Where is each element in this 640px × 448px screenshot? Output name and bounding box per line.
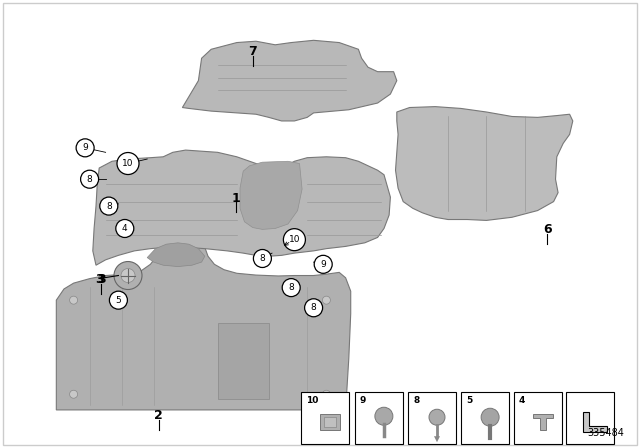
Circle shape: [100, 197, 118, 215]
Bar: [320, 414, 340, 430]
Circle shape: [70, 296, 77, 304]
Circle shape: [81, 170, 99, 188]
Text: 9: 9: [321, 260, 326, 269]
Circle shape: [117, 152, 139, 175]
Text: 8: 8: [87, 175, 92, 184]
Text: 8: 8: [260, 254, 265, 263]
Text: 3: 3: [97, 273, 106, 286]
Bar: [408, 392, 456, 444]
Text: 9: 9: [360, 396, 366, 405]
Text: 8: 8: [289, 283, 294, 292]
Circle shape: [114, 262, 142, 289]
Circle shape: [253, 250, 271, 267]
Polygon shape: [583, 412, 607, 432]
Polygon shape: [396, 107, 573, 220]
Polygon shape: [240, 161, 302, 229]
Circle shape: [282, 279, 300, 297]
Circle shape: [70, 390, 77, 398]
Bar: [324, 417, 336, 427]
Circle shape: [305, 299, 323, 317]
Text: 5: 5: [116, 296, 121, 305]
Text: 1: 1: [231, 191, 240, 205]
Circle shape: [323, 296, 330, 304]
Polygon shape: [56, 243, 351, 410]
Text: 4: 4: [122, 224, 127, 233]
Circle shape: [429, 409, 445, 425]
Polygon shape: [93, 150, 390, 265]
Bar: [461, 392, 509, 444]
Text: 3: 3: [95, 273, 104, 286]
Text: 10: 10: [289, 235, 300, 244]
Bar: [566, 392, 614, 444]
Circle shape: [284, 228, 305, 251]
Polygon shape: [532, 414, 552, 430]
Circle shape: [121, 268, 135, 283]
Circle shape: [375, 407, 393, 425]
Circle shape: [109, 291, 127, 309]
Circle shape: [76, 139, 94, 157]
Polygon shape: [434, 436, 440, 442]
Text: 10: 10: [122, 159, 134, 168]
Text: 5: 5: [466, 396, 472, 405]
Bar: [301, 392, 349, 444]
Polygon shape: [218, 323, 269, 399]
Circle shape: [481, 408, 499, 426]
Circle shape: [116, 220, 134, 237]
Bar: [355, 392, 403, 444]
Text: 6: 6: [543, 223, 552, 237]
Polygon shape: [147, 243, 205, 267]
Text: 8: 8: [106, 202, 111, 211]
Text: 9: 9: [83, 143, 88, 152]
Text: 2: 2: [154, 409, 163, 422]
Bar: [514, 392, 562, 444]
Text: 8: 8: [311, 303, 316, 312]
Polygon shape: [182, 40, 397, 121]
Text: 4: 4: [518, 396, 525, 405]
Text: 7: 7: [248, 45, 257, 58]
Text: 335484: 335484: [587, 428, 624, 438]
Circle shape: [314, 255, 332, 273]
Circle shape: [323, 390, 330, 398]
Text: 8: 8: [413, 396, 419, 405]
Text: 10: 10: [306, 396, 319, 405]
